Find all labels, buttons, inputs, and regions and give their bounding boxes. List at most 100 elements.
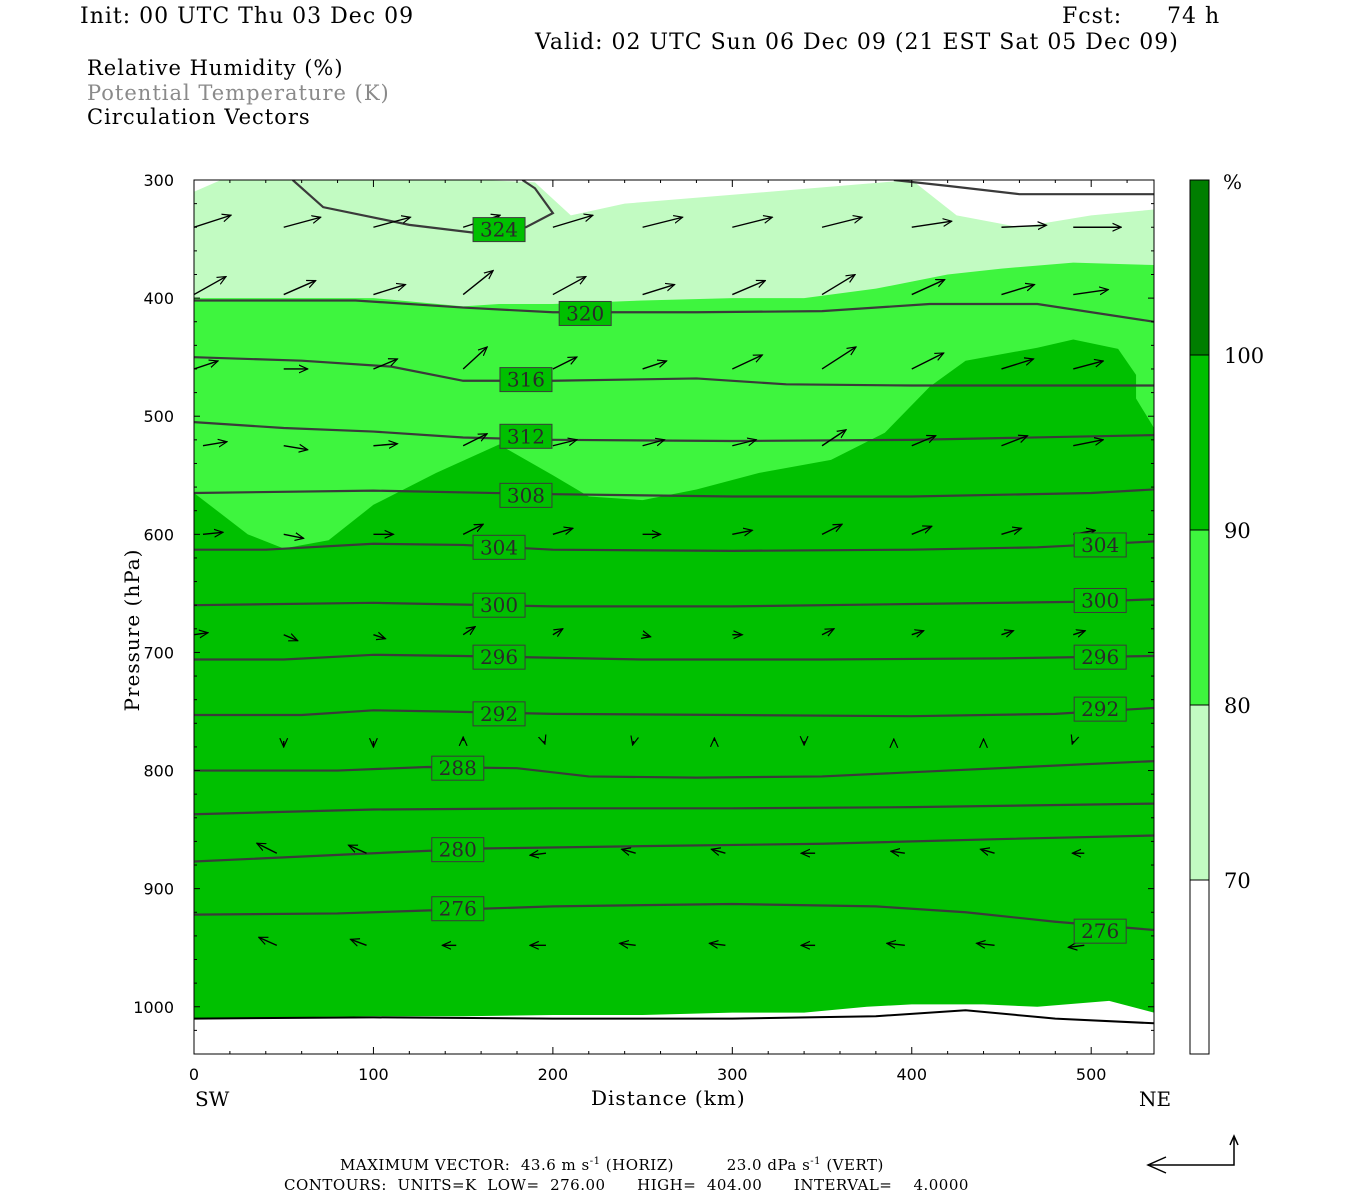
y-tick-label: 500 <box>143 407 174 426</box>
contour-label: 280 <box>439 838 477 862</box>
y-tick-label: 800 <box>143 762 174 781</box>
x-tick-label: 0 <box>189 1065 199 1084</box>
theta-contour-276 <box>194 902 1154 932</box>
reference-vector-icon <box>1146 1134 1239 1174</box>
circulation-vector <box>552 629 563 635</box>
circulation-vector <box>373 635 385 639</box>
circulation-vector <box>1162 853 1174 855</box>
circulation-vector <box>911 631 924 635</box>
legend-theta: Potential Temperature (K) <box>87 81 390 105</box>
rh-region-70-80 <box>194 180 1154 310</box>
x-tick-label: 400 <box>896 1065 927 1084</box>
circulation-vector <box>373 285 405 296</box>
y-tick-label: 700 <box>143 643 174 662</box>
circulation-vector <box>283 534 304 538</box>
circulation-vector <box>642 361 667 370</box>
circulation-vector <box>194 633 208 635</box>
circulation-vector <box>283 217 321 228</box>
circulation-vector <box>911 353 944 370</box>
circulation-vector <box>373 444 397 446</box>
contour-label-box <box>499 482 553 508</box>
colorbar-segment <box>1190 355 1209 530</box>
circulation-vector <box>1073 290 1108 296</box>
y-tick-label: 600 <box>143 525 174 544</box>
circulation-vector <box>552 215 593 228</box>
x-end-label-sw: SW <box>195 1087 230 1111</box>
contour-label: 300 <box>480 593 518 617</box>
ground-surface-line <box>194 1009 1154 1025</box>
max-vector-text: MAXIMUM VECTOR: 43.6 m s <box>340 1156 590 1174</box>
circulation-vector <box>821 347 856 370</box>
circulation-vector <box>351 939 367 945</box>
contour-label-box <box>558 300 612 326</box>
circulation-vector <box>732 281 765 296</box>
max-vector-unit-exp: -1 <box>589 1156 601 1167</box>
contour-label: 300 <box>1081 588 1119 612</box>
circulation-vector <box>202 532 223 534</box>
circulation-vector <box>283 635 298 641</box>
contour-label-box <box>1073 696 1127 722</box>
plot-frame <box>193 179 1155 1055</box>
circulation-vector <box>552 357 577 370</box>
y-tick-label: 300 <box>143 171 174 190</box>
contour-label-box <box>431 837 485 863</box>
theta-contour-304 <box>194 540 1154 552</box>
circulation-vector <box>1073 631 1085 635</box>
circulation-vector <box>732 217 772 228</box>
circulation-vector <box>194 277 226 296</box>
theta-contour-296 <box>194 653 1154 661</box>
colorbar-level-label: 80 <box>1224 694 1251 718</box>
contour-label-box <box>472 701 526 727</box>
contour-label: 304 <box>1081 533 1119 557</box>
colorbar-frame <box>1189 179 1210 1055</box>
contour-label-box <box>1073 587 1127 613</box>
legend-vectors: Circulation Vectors <box>87 105 311 129</box>
y-tick-label: 1000 <box>133 998 174 1017</box>
circulation-vector <box>257 843 278 854</box>
rh-fill-layer <box>194 180 1154 1054</box>
contour-label-box <box>472 592 526 618</box>
circulation-vector <box>552 528 573 534</box>
theta-contour-280 <box>194 834 1154 863</box>
x-tick-label: 100 <box>358 1065 389 1084</box>
contour-label: 296 <box>480 645 518 669</box>
circulation-vector <box>1001 436 1027 447</box>
colorbar: 70 80 90 100 <box>1189 179 1264 1055</box>
circulation-vector <box>821 629 834 635</box>
circulation-vector <box>642 285 675 296</box>
circulation-vector <box>1001 285 1034 296</box>
theta-contour-320 <box>194 299 1154 323</box>
contour-label-box <box>499 423 553 449</box>
forecast-hour: 74 h <box>1167 4 1221 29</box>
x-tick-label: 500 <box>1076 1065 1107 1084</box>
theta-contour-288 <box>194 759 1154 779</box>
contour-label-box <box>1073 918 1127 944</box>
colorbar-unit: % <box>1223 170 1243 194</box>
colorbar-segment <box>1190 530 1209 705</box>
circulation-vector <box>891 851 905 853</box>
contour-label-box <box>472 644 526 670</box>
contour-label-box <box>499 367 553 393</box>
contour-label: 292 <box>1081 697 1119 721</box>
below-ground-mask <box>194 1010 1154 1054</box>
circulation-vector <box>1073 361 1103 370</box>
colorbar-level-label: 100 <box>1224 344 1264 368</box>
vector-layer <box>194 215 1174 947</box>
circulation-vector <box>981 849 995 853</box>
circulation-vector <box>732 530 752 534</box>
circulation-vector <box>194 215 231 228</box>
circulation-vector <box>283 281 316 296</box>
contours-info: CONTOURS: UNITS=K LOW= 276.00 HIGH= 404.… <box>284 1176 969 1194</box>
circulation-vector <box>194 361 218 370</box>
contour-label: 296 <box>1081 645 1119 669</box>
circulation-vector <box>462 271 493 296</box>
circulation-vector <box>373 217 410 228</box>
contour-label-layer: 276 276 280 288 292 292 296 296 300 300 304 304 308 3… <box>431 217 1127 944</box>
circulation-vector <box>911 278 945 296</box>
circulation-vector <box>462 434 487 447</box>
circulation-vector <box>911 221 952 228</box>
circulation-vector <box>259 936 278 946</box>
contour-label-box <box>472 534 526 560</box>
circulation-vector <box>1072 741 1073 744</box>
